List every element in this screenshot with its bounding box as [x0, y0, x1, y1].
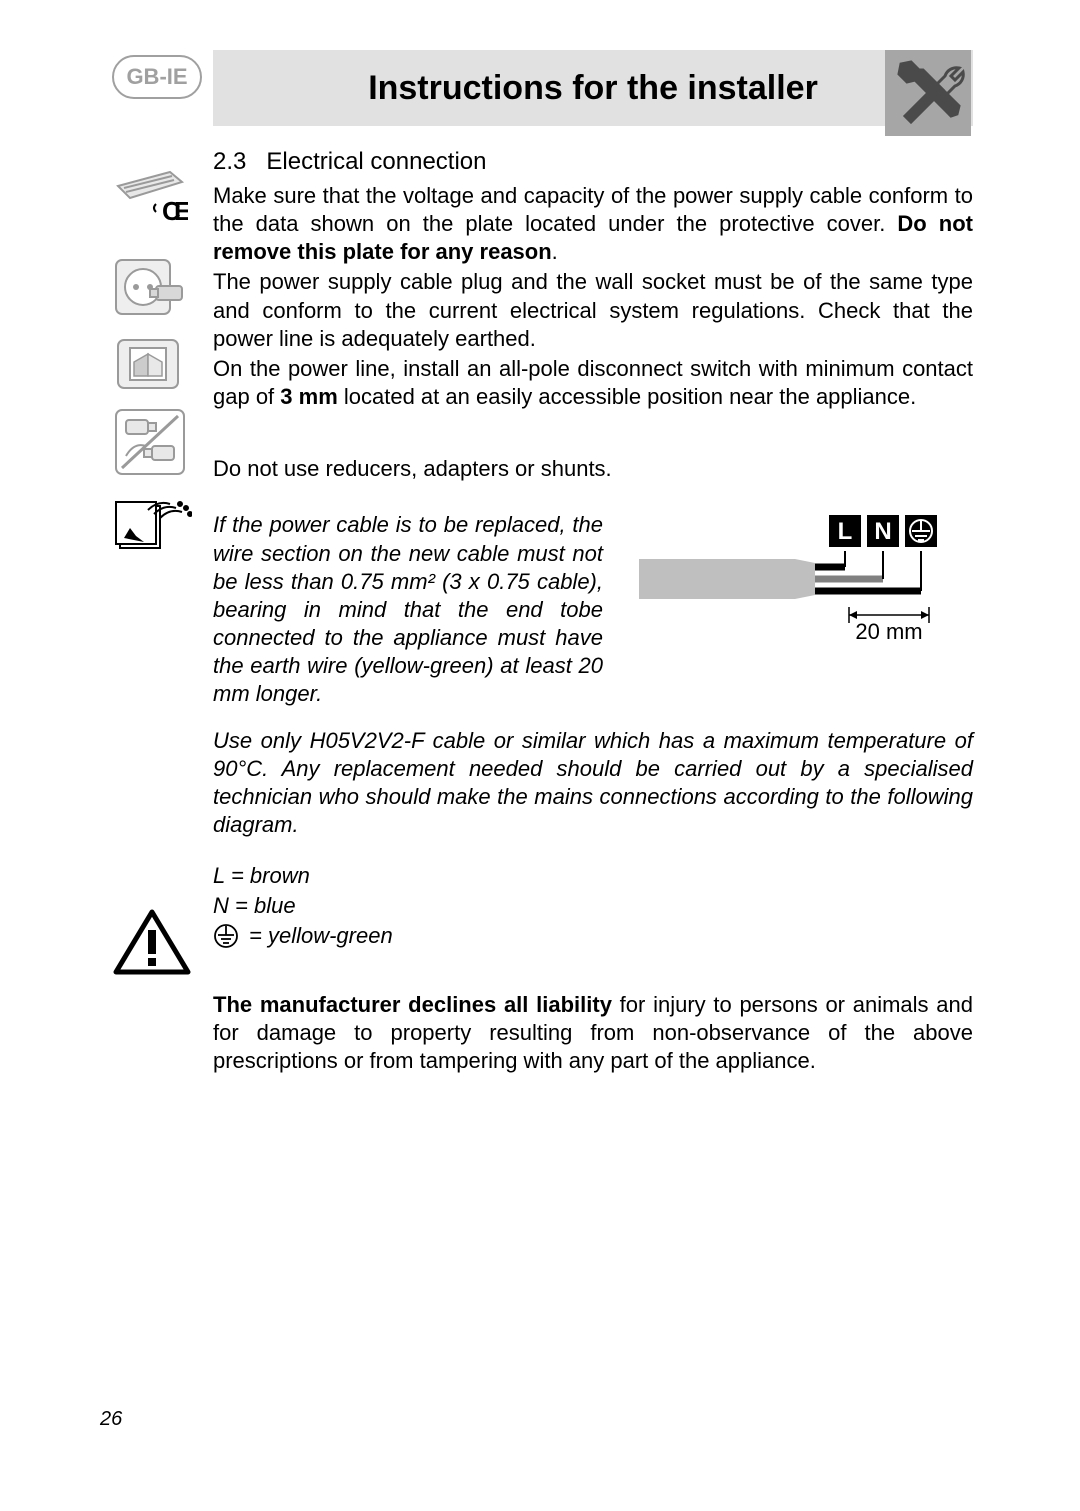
paragraph-cable-replace: If the power cable is to be replaced, th…: [213, 511, 603, 708]
cable-replace-row: If the power cable is to be replaced, th…: [213, 511, 973, 708]
paragraph-conformity: Make sure that the voltage and capacity …: [213, 182, 973, 266]
wire-legend: L = brown N = blue = yellow-green: [213, 861, 973, 951]
switch-icon: [112, 334, 188, 401]
warning-icon: [112, 908, 192, 983]
language-badge: GB-IE: [112, 55, 202, 104]
section-heading: 2.3 Electrical connection: [213, 148, 973, 176]
paragraph-disconnect-switch: On the power line, install an all-pole d…: [213, 355, 973, 411]
section-name: Electrical connection: [266, 148, 486, 175]
earth-icon: [213, 923, 239, 949]
diagram-dimension: 20 mm: [855, 619, 922, 644]
tools-icon: [885, 50, 971, 136]
cable-diagram: L N: [639, 511, 939, 656]
paragraph-no-adapters: Do not use reducers, adapters or shunts.: [213, 455, 973, 483]
diagram-N-label: N: [874, 518, 891, 545]
note-icon: [112, 496, 192, 559]
content-column: 2.3 Electrical connection Make sure that…: [213, 148, 973, 1078]
ce-plate-icon: C E: [112, 168, 188, 239]
svg-text:GB-IE: GB-IE: [126, 64, 187, 89]
diagram-L-label: L: [838, 518, 853, 545]
legend-N: N = blue: [213, 891, 973, 921]
legend-L: L = brown: [213, 861, 973, 891]
page: GB-IE Instructions for the installer C E: [0, 0, 1080, 1511]
paragraph-cable-type: Use only H05V2V2-F cable or similar whic…: [213, 727, 973, 840]
no-adapter-icon: [112, 406, 188, 483]
paragraph-liability: The manufacturer declines all liability …: [213, 991, 973, 1075]
page-title: Instructions for the installer: [368, 69, 818, 108]
section-number: 2.3: [213, 148, 246, 175]
legend-earth: = yellow-green: [213, 921, 973, 951]
page-number: 26: [100, 1408, 122, 1431]
svg-text:E: E: [174, 196, 188, 226]
paragraph-plug-socket: The power supply cable plug and the wall…: [213, 268, 973, 352]
socket-icon: [112, 256, 188, 327]
page-title-bar: Instructions for the installer: [213, 50, 973, 126]
